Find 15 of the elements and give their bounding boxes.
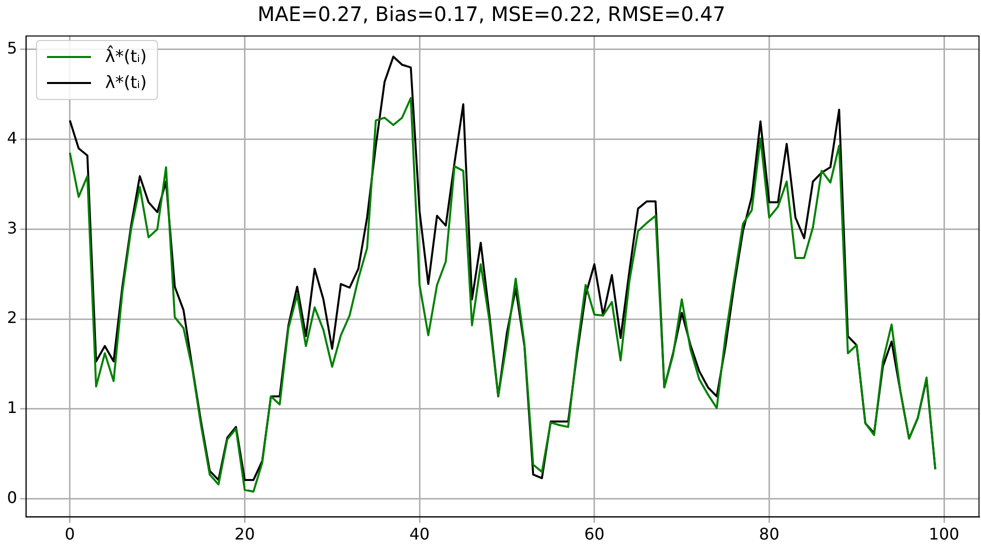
- y-tick-label: 2: [6, 308, 18, 328]
- y-tick-label: 0: [6, 488, 18, 507]
- y-tick-label: 4: [6, 128, 18, 148]
- x-tick-label: 60: [584, 524, 605, 544]
- legend-label: λ*(tᵢ): [105, 73, 147, 93]
- x-tick-label: 40: [409, 524, 430, 544]
- y-tick-label: 1: [6, 398, 18, 418]
- y-tick-label: 5: [6, 38, 18, 58]
- legend-label: λ̂*(tᵢ): [105, 47, 147, 67]
- x-tick-label: 100: [928, 524, 960, 544]
- chart-title: MAE=0.27, Bias=0.17, MSE=0.22, RMSE=0.47: [258, 2, 726, 26]
- x-tick-label: 0: [64, 524, 75, 544]
- x-tick-label: 20: [234, 524, 255, 544]
- y-tick-label: 3: [6, 218, 18, 238]
- x-tick-label: 80: [759, 524, 780, 544]
